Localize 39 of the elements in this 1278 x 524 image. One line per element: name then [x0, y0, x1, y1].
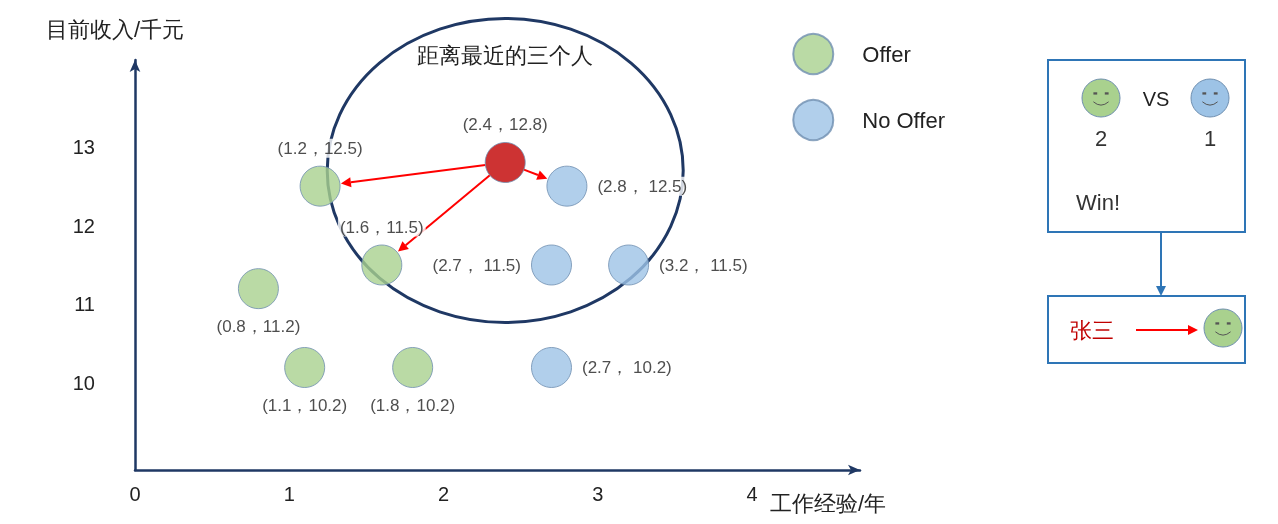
x-tick-label: 1: [283, 483, 295, 505]
y-tick-label: 12: [72, 214, 95, 237]
annotation: 距离最近的三个人: [417, 42, 594, 68]
text: 1: [1203, 126, 1217, 151]
data-label: (2.8， 12.5): [597, 176, 688, 196]
point: [531, 244, 572, 286]
point: [531, 347, 572, 388]
point: [608, 244, 650, 286]
data-label: (0.8，11.2): [216, 317, 301, 337]
y-tick-label: 10: [72, 372, 95, 395]
y-tick-label: 11: [74, 293, 95, 316]
legend-label: No Offer: [862, 107, 946, 133]
data-label: (3.2， 11.5): [659, 255, 748, 275]
point: [546, 165, 588, 207]
y-tick-label: 13: [72, 135, 95, 158]
point: [299, 165, 341, 207]
point: [284, 347, 326, 388]
data-label: (1.2，12.5): [277, 138, 363, 158]
x-tick-label: 4: [746, 483, 758, 505]
x-tick-label: 2: [437, 483, 450, 505]
data-label: (1.8，10.2): [370, 396, 456, 415]
data-label: (1.1，10.2): [262, 396, 348, 415]
y-axis-title: 目前收入/千元: [45, 16, 185, 42]
data-label: (2.4，12.8): [462, 115, 548, 134]
data-label: (2.7， 10.2): [581, 358, 672, 377]
text: 张三: [1070, 318, 1114, 343]
text: Win!: [1076, 190, 1120, 215]
point: [484, 142, 526, 183]
legend-label: Offer: [862, 41, 911, 67]
point: [392, 347, 434, 388]
text: VS: [1142, 88, 1170, 110]
x-tick-label: 0: [129, 483, 141, 505]
point: [237, 268, 279, 310]
point: [361, 244, 403, 286]
data-label: (1.6，11.5): [339, 217, 424, 237]
x-tick-label: 3: [592, 483, 604, 505]
x-axis-title: 工作经验/年: [770, 490, 887, 516]
data-label: (2.7， 11.5): [432, 255, 521, 275]
text: 2: [1094, 126, 1108, 151]
